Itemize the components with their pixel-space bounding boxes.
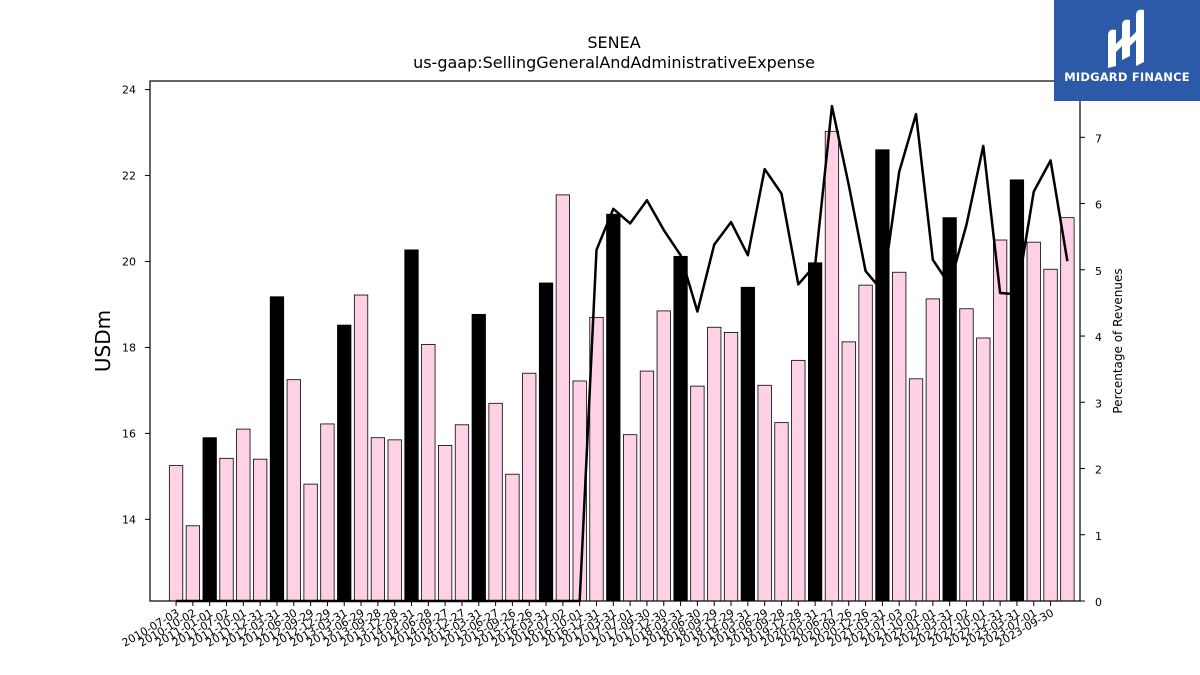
bar — [286, 379, 301, 602]
y-axis-right: 0 1 2 3 4 5 6 7 — [1080, 132, 1102, 609]
y-tick-label: 14 — [122, 513, 136, 526]
y-tick-label: 16 — [122, 427, 136, 440]
y-tick-label: 18 — [122, 341, 136, 354]
bar — [370, 437, 385, 602]
bar — [824, 130, 840, 602]
bar — [168, 465, 184, 602]
bar — [908, 378, 924, 602]
bar — [606, 213, 621, 602]
bar — [791, 359, 806, 602]
bar — [808, 262, 823, 602]
y2-tick-label: 7 — [1095, 132, 1102, 145]
bar — [673, 255, 688, 602]
bar — [690, 385, 705, 602]
bar — [623, 434, 638, 602]
midgard-logo-icon — [1108, 9, 1144, 69]
bar — [337, 324, 352, 602]
bar — [1060, 217, 1075, 602]
bar — [723, 331, 739, 602]
logo-text: MIDGARD FINANCE — [1064, 70, 1190, 84]
bar — [656, 310, 671, 602]
y2-tick-label: 1 — [1095, 530, 1102, 543]
bar — [421, 344, 436, 602]
x-axis: 2010-07-032010-10-022011-01-012011-07-02… — [120, 601, 1056, 650]
bar — [269, 296, 285, 602]
midgard-finance-logo: MIDGARD FINANCE — [1054, 0, 1200, 101]
chart-subtitle: us-gaap:SellingGeneralAndAdministrativeE… — [413, 53, 815, 72]
bar — [522, 372, 537, 602]
bar — [757, 384, 772, 602]
y2-tick-label: 0 — [1095, 596, 1102, 609]
bar-series — [168, 130, 1075, 602]
y2-tick-label: 2 — [1095, 464, 1102, 477]
bar — [488, 402, 503, 602]
y-axis-left: 14 16 18 20 22 24 — [122, 84, 150, 526]
y2-tick-label: 5 — [1095, 265, 1102, 278]
bar — [320, 423, 335, 602]
bar — [959, 308, 974, 602]
bar — [303, 483, 318, 602]
bar — [404, 249, 419, 602]
y2-axis-label: Percentage of Revenues — [1111, 268, 1125, 413]
bar — [387, 439, 402, 602]
bar — [976, 337, 991, 602]
bar — [875, 149, 890, 602]
bar — [505, 473, 520, 602]
bar — [858, 284, 873, 602]
bar — [253, 458, 268, 602]
bar — [471, 313, 486, 602]
y2-tick-label: 3 — [1095, 397, 1102, 410]
y-axis-label: USDm — [91, 310, 115, 372]
bar — [185, 525, 201, 602]
bar — [555, 194, 570, 602]
chart-title: SENEA — [587, 33, 640, 52]
bar — [707, 326, 722, 602]
bar — [236, 428, 251, 602]
bar — [942, 217, 957, 602]
bar — [841, 341, 856, 602]
bar — [925, 298, 940, 602]
bar — [202, 437, 217, 602]
y-tick-label: 20 — [122, 255, 136, 268]
bar — [740, 286, 755, 602]
bar — [1009, 179, 1025, 602]
bar — [1043, 268, 1058, 602]
y2-tick-label: 6 — [1095, 199, 1102, 212]
y2-tick-label: 4 — [1095, 331, 1102, 344]
bar — [219, 457, 234, 602]
y-tick-label: 22 — [122, 170, 136, 183]
bar — [892, 271, 907, 602]
bar — [774, 422, 789, 602]
y-tick-label: 24 — [122, 84, 136, 97]
bar — [639, 370, 655, 602]
bar — [538, 282, 554, 602]
plot-frame — [149, 80, 1081, 602]
bar — [454, 424, 470, 602]
bar — [353, 294, 369, 602]
bar — [438, 445, 453, 602]
bar — [1026, 241, 1041, 602]
